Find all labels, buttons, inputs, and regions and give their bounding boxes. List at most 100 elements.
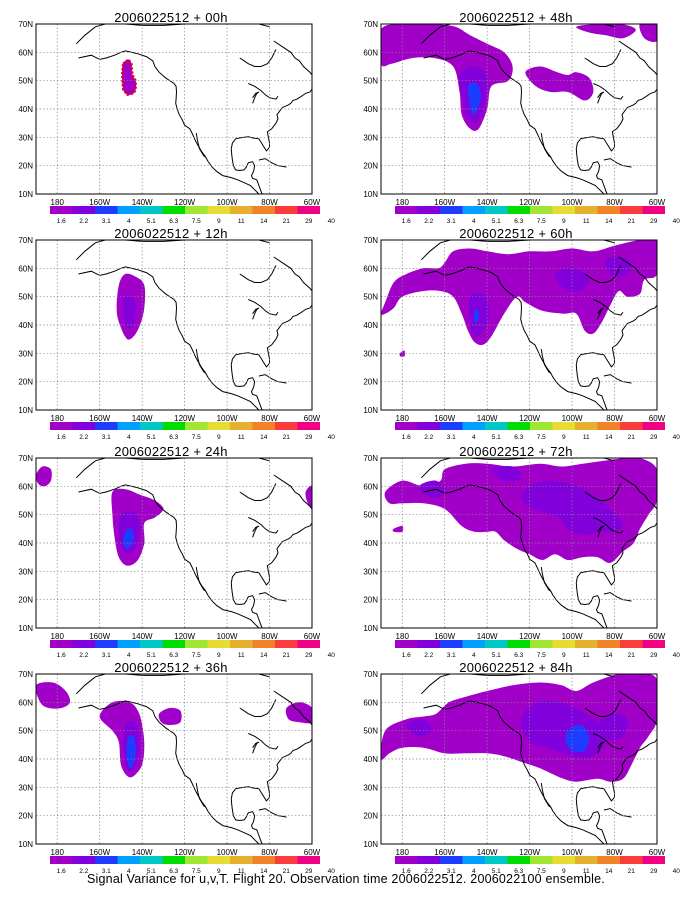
colorbar-swatch <box>50 422 73 430</box>
coastline <box>575 582 608 628</box>
colorbar-swatch <box>95 640 118 648</box>
lat-tick-label: 20N <box>18 162 33 171</box>
variance-contour <box>36 466 52 487</box>
lon-tick-label: 60W <box>304 414 321 423</box>
colorbar-swatch <box>230 422 253 430</box>
colorbar-level-label: 2.2 <box>79 434 88 441</box>
colorbar-swatch <box>50 640 73 648</box>
lon-tick-label: 60W <box>649 632 666 641</box>
colorbar-swatch <box>417 640 440 648</box>
coastline <box>603 374 632 384</box>
colorbar-swatch <box>530 422 553 430</box>
colorbar-level-label: 3.1 <box>102 218 111 225</box>
colorbar-level-label: 7.5 <box>537 218 546 225</box>
variance-contour <box>122 59 137 96</box>
lon-tick-label: 140W <box>132 414 153 423</box>
colorbar-swatch <box>95 206 118 214</box>
lon-tick-label: 140W <box>477 414 498 423</box>
panel-title: 2006022512 + 72h <box>459 444 573 459</box>
colorbar-swatch <box>185 206 208 214</box>
colorbar-swatch <box>620 422 643 430</box>
colorbar-swatch <box>230 640 253 648</box>
colorbar-swatch <box>117 856 140 864</box>
coastline <box>575 798 608 844</box>
coastline <box>230 364 263 410</box>
colorbar-level-label: 4 <box>127 218 131 225</box>
colorbar: 1.6 2.2 3.1 4 5.1 6.3 7.5 9 11 14 21 29 40 <box>395 640 680 659</box>
colorbar-swatch <box>507 422 530 430</box>
colorbar: 1.6 2.2 3.1 4 5.1 6.3 7.5 9 11 14 21 29 40 <box>395 422 680 441</box>
lat-tick-label: 70N <box>363 670 378 679</box>
colorbar-level-label: 7.5 <box>192 652 201 659</box>
lat-tick-label: 20N <box>18 812 33 821</box>
lat-tick-label: 10N <box>18 190 33 199</box>
lon-tick-label: 60W <box>304 632 321 641</box>
coastline <box>195 133 207 158</box>
lon-tick-label: 80W <box>606 198 623 207</box>
coastline <box>420 240 615 261</box>
colorbar-level-label: 11 <box>238 868 245 875</box>
colorbar-swatch <box>275 640 298 648</box>
colorbar-level-label: 29 <box>650 434 658 441</box>
colorbar-level-label: 6.3 <box>169 434 178 441</box>
colorbar-swatch <box>485 640 508 648</box>
plot-frame <box>380 23 658 195</box>
lat-tick-label: 40N <box>363 755 378 764</box>
lon-tick-label: 60W <box>304 848 321 857</box>
map-panel: 2006022512 + 84h 10N 20N 30N 40N 50N 60N 70N 180… <box>345 660 680 875</box>
colorbar-level-label: 21 <box>283 218 291 225</box>
colorbar-swatch <box>440 856 463 864</box>
lon-tick-label: 100W <box>562 632 583 641</box>
lat-tick-label: 50N <box>363 727 378 736</box>
colorbar-level-label: 9 <box>562 868 566 875</box>
colorbar-swatch <box>462 206 485 214</box>
colorbar-swatch <box>95 422 118 430</box>
colorbar-swatch <box>207 640 230 648</box>
colorbar-level-label: 3.1 <box>102 434 111 441</box>
panel-title: 2006022512 + 12h <box>114 226 228 241</box>
colorbar-level-label: 6.3 <box>169 218 178 225</box>
lat-tick-label: 40N <box>18 539 33 548</box>
coastline <box>540 133 552 158</box>
colorbar-swatch <box>597 206 620 214</box>
colorbar-level-label: 4 <box>127 434 131 441</box>
colorbar-level-label: 11 <box>238 652 245 659</box>
lon-tick-label: 160W <box>89 414 110 423</box>
coastline <box>597 741 605 754</box>
lat-tick-label: 10N <box>18 840 33 849</box>
colorbar-swatch <box>185 422 208 430</box>
lat-tick-label: 10N <box>18 624 33 633</box>
colorbar-swatch <box>297 206 320 214</box>
coastline <box>593 299 624 316</box>
colorbar-level-label: 5.1 <box>492 434 501 441</box>
colorbar-swatch <box>552 640 575 648</box>
lat-tick-label: 70N <box>363 236 378 245</box>
colorbar-swatch <box>597 640 620 648</box>
coastline <box>597 91 605 104</box>
colorbar-swatch <box>207 206 230 214</box>
coastline <box>78 484 260 628</box>
coastline <box>195 783 207 808</box>
coastline <box>239 699 277 717</box>
coastline <box>593 83 624 100</box>
colorbar-level-label: 7.5 <box>537 868 546 875</box>
lat-tick-label: 20N <box>363 812 378 821</box>
coastline <box>248 299 279 316</box>
lon-tick-label: 120W <box>174 198 195 207</box>
colorbar-swatch <box>117 640 140 648</box>
colorbar-swatch <box>485 206 508 214</box>
lat-tick-label: 70N <box>18 670 33 679</box>
lat-tick-label: 30N <box>18 133 33 142</box>
lat-tick-label: 70N <box>363 454 378 463</box>
colorbar-level-label: 3.1 <box>447 218 456 225</box>
colorbar-level-label: 2.2 <box>79 218 88 225</box>
map-plot: 10N 20N 30N 40N 50N 60N 70N 180 160W 140W 120W 100W… <box>363 670 665 857</box>
lat-tick-label: 60N <box>363 698 378 707</box>
lon-tick-label: 120W <box>519 414 540 423</box>
coastline <box>540 567 552 592</box>
lon-tick-label: 160W <box>434 632 455 641</box>
coastline <box>195 349 207 374</box>
colorbar-swatch <box>72 640 95 648</box>
lat-tick-label: 20N <box>363 596 378 605</box>
